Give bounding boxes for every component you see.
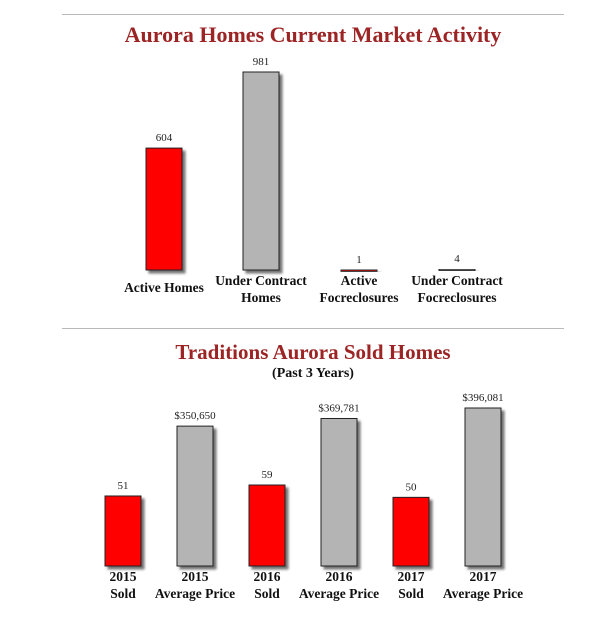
chart2-category-label: 2016 [254,569,281,584]
chart1-category-label: Homes [241,290,281,305]
chart1-svg: 604 Active Homes 981 Under Contract Homes 1 Ac… [124,56,503,305]
chart1-value-label: 981 [253,56,270,68]
chart2-category-label: 2017 [398,569,425,584]
chart1-category-label: Under Contract [215,273,307,288]
chart2-bar [392,496,430,567]
chart2-value-label: $396,081 [462,392,503,404]
chart1-title: Aurora Homes Current Market Activity [124,22,502,47]
chart1-category-label: Active [341,273,378,288]
chart2-category-label: 2015 [182,569,209,584]
chart2-value-label: $350,650 [174,410,216,422]
chart2-category-label: Sold [254,586,280,601]
top-divider [62,14,564,15]
chart2-category-label: Average Price [299,586,379,601]
chart1-value-label: 1 [356,254,362,266]
chart2-bar [176,425,214,567]
chart1-value-label: 604 [156,132,173,144]
chart1-bar [242,71,280,271]
chart2-title: Traditions Aurora Sold Homes [175,340,451,364]
chart1-category-label: Focreclosures [320,290,399,305]
chart2-bar [464,407,502,567]
chart2-category-label: Sold [398,586,424,601]
chart1-value-label: 4 [454,253,460,265]
chart2-value-label: 50 [406,481,418,493]
chart2-category-label: Average Price [155,586,235,601]
chart2-value-label: $369,781 [318,402,359,414]
chart1-category-label: Focreclosures [418,290,497,305]
chart2-category-label: 2017 [470,569,497,584]
chart2-bar [320,417,358,567]
chart2-value-label: 59 [262,469,274,481]
chart1-category-label: Under Contract [411,273,503,288]
chart1-bar [340,269,378,272]
chart1-category-label: Active Homes [124,280,204,295]
chart2-bar [248,484,286,567]
chart2-category-label: Average Price [443,586,523,601]
chart2-category-label: 2015 [110,569,137,584]
middle-divider [62,328,564,329]
chart2-bar [104,495,142,567]
chart2-value-label: 51 [118,480,129,492]
chart1-bar [438,268,476,272]
chart1-bar [145,147,183,271]
chart2-subtitle: (Past 3 Years) [272,366,354,381]
chart2-category-label: 2016 [326,569,353,584]
chart2-category-label: Sold [110,586,136,601]
